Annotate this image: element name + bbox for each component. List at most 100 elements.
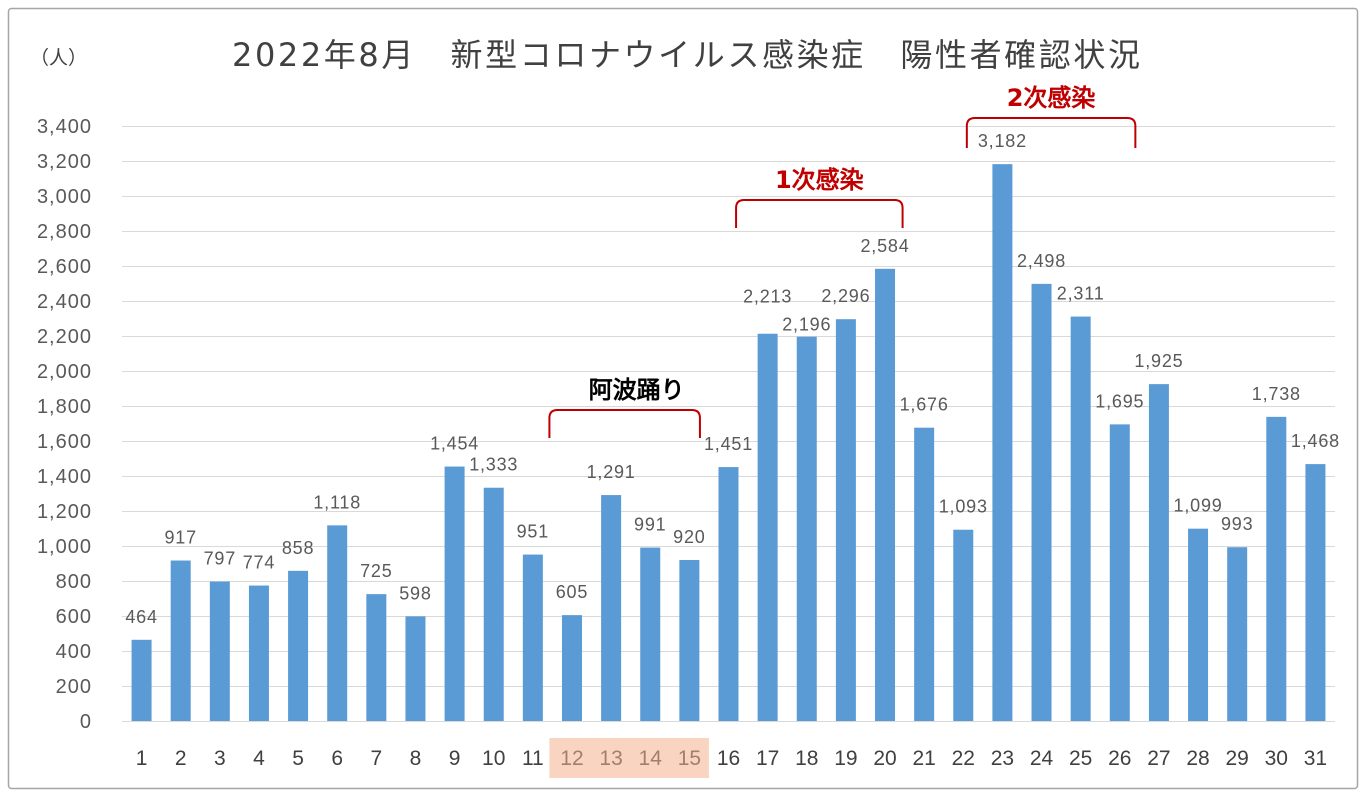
data-label-day-22: 1,093	[939, 497, 988, 517]
data-label-day-19: 2,296	[821, 286, 870, 306]
x-tick-label-9: 9	[449, 747, 461, 770]
y-tick-label: 200	[56, 676, 92, 698]
data-label-day-8: 598	[399, 583, 431, 603]
x-tick-label-11: 11	[522, 747, 544, 770]
data-label-day-18: 2,196	[782, 315, 831, 335]
y-tick-label: 1,600	[37, 431, 92, 453]
y-tick-label: 2,200	[37, 326, 92, 348]
data-label-day-4: 774	[243, 553, 275, 573]
x-tick-label-20: 20	[873, 747, 896, 770]
data-label-day-3: 797	[204, 549, 236, 569]
x-tick-label-14: 14	[639, 747, 663, 770]
bar-day-17	[757, 333, 778, 721]
bar-day-16	[718, 467, 739, 721]
x-tick-label-16: 16	[717, 747, 740, 770]
data-label-day-26: 1,695	[1095, 391, 1144, 411]
data-label-day-11: 951	[517, 522, 549, 542]
bar-day-4	[248, 585, 269, 721]
x-tick-label-4: 4	[253, 747, 265, 770]
x-tick-label-7: 7	[370, 747, 382, 770]
annotations: 阿波踊り 1次感染 2次感染	[548, 84, 1137, 438]
x-tick-label-29: 29	[1225, 747, 1248, 770]
data-label-day-6: 1,118	[313, 492, 361, 512]
annotation-label: 2次感染	[1007, 84, 1096, 112]
bar-day-13	[601, 495, 622, 721]
y-tick-label: 600	[56, 606, 92, 628]
data-label-day-24: 2,498	[1017, 251, 1066, 271]
y-tick-label: 3,400	[37, 116, 92, 138]
data-label-day-15: 920	[673, 527, 705, 547]
chart-title: 2022年8月 新型コロナウイルス感染症 陽性者確認状況	[232, 36, 1140, 74]
y-tick-label: 3,000	[37, 186, 92, 208]
bar-day-25	[1070, 316, 1091, 721]
bar-day-28	[1188, 528, 1209, 721]
data-label-day-14: 991	[634, 515, 666, 535]
bar-day-2	[170, 560, 191, 721]
bar-day-29	[1227, 547, 1248, 721]
data-label-day-9: 1,454	[430, 434, 479, 454]
bar-day-9	[444, 466, 465, 721]
y-tick-label: 400	[56, 641, 92, 663]
data-label-day-21: 1,676	[900, 395, 949, 415]
data-label-day-13: 1,291	[587, 462, 636, 482]
bar-day-12	[561, 615, 582, 721]
y-tick-label: 1,800	[37, 396, 92, 418]
bar-day-26	[1109, 424, 1130, 721]
bar-day-8	[405, 616, 426, 721]
data-label-day-28: 1,099	[1174, 496, 1223, 516]
x-tick-label-23: 23	[991, 747, 1014, 770]
highlight-layer	[549, 738, 709, 778]
y-tick-label: 1,200	[37, 501, 92, 523]
bar-day-18	[796, 336, 817, 721]
highlight-band	[549, 738, 709, 778]
y-tick-label: 0	[80, 711, 92, 733]
bar-day-1	[131, 639, 152, 721]
data-label-day-17: 2,213	[743, 287, 792, 307]
bar-day-7	[366, 594, 387, 721]
y-tick-label: 2,000	[37, 361, 92, 383]
x-tick-label-13: 13	[599, 747, 622, 770]
data-label-day-31: 1,468	[1291, 431, 1340, 451]
x-tick-label-12: 12	[560, 747, 583, 770]
x-tick-label-1: 1	[136, 747, 148, 770]
y-tick-label: 2,400	[37, 291, 92, 313]
x-tick-label-26: 26	[1108, 747, 1131, 770]
gridlines	[122, 126, 1335, 722]
x-tick-label-15: 15	[678, 747, 701, 770]
annotation-label: 1次感染	[775, 166, 864, 194]
x-axis: 1 2 3 4 5 6 7 8 9 10 11 12 13 14 15 16 17 18 19 20 21 22 23 24 2…	[136, 747, 1327, 770]
bar-day-10	[483, 487, 504, 721]
data-label-day-12: 605	[556, 582, 588, 602]
x-tick-label-24: 24	[1030, 747, 1054, 770]
y-axis: 0 200 400 600 800 1,000 1,200 1,400 1,600 1,800 2,…	[37, 116, 92, 733]
bar-day-15	[679, 560, 700, 721]
x-tick-label-31: 31	[1304, 747, 1327, 770]
x-tick-label-22: 22	[952, 747, 975, 770]
y-tick-label: 1,000	[37, 536, 92, 558]
bars	[131, 164, 1326, 721]
data-label-day-25: 2,311	[1057, 284, 1105, 304]
data-label-day-29: 993	[1221, 514, 1253, 534]
bar-day-21	[914, 427, 935, 721]
data-label-day-30: 1,738	[1252, 384, 1301, 404]
y-tick-label: 800	[56, 571, 92, 593]
y-tick-label: 3,200	[37, 151, 92, 173]
x-tick-label-17: 17	[756, 747, 779, 770]
data-label-day-16: 1,451	[704, 434, 753, 454]
bar-day-19	[835, 319, 856, 721]
y-tick-label: 2,800	[37, 221, 92, 243]
data-label-day-23: 3,182	[978, 131, 1027, 151]
data-label-day-2: 917	[164, 528, 196, 548]
annotation-bracket	[548, 409, 701, 438]
bar-day-23	[992, 164, 1013, 721]
annotation-label: 阿波踊り	[589, 376, 685, 404]
bar-day-31	[1305, 464, 1326, 721]
x-tick-label-18: 18	[795, 747, 818, 770]
y-axis-unit-label: （人）	[30, 47, 87, 69]
x-tick-label-8: 8	[410, 747, 422, 770]
bar-day-3	[209, 581, 230, 721]
bar-day-24	[1031, 283, 1052, 721]
x-tick-label-10: 10	[482, 747, 505, 770]
